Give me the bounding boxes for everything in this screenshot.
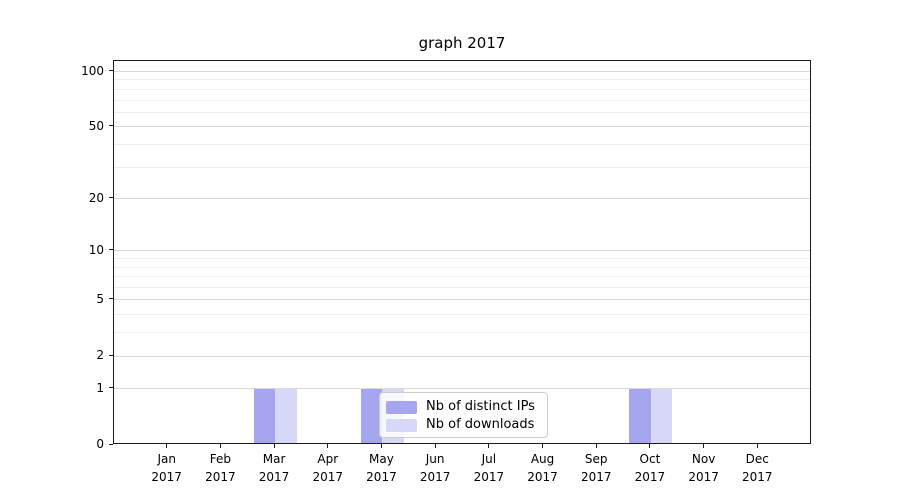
x-tick-month: Nov bbox=[691, 452, 716, 466]
bar-downloads-oct bbox=[650, 388, 673, 443]
x-tick-label: Sep 2017 bbox=[569, 450, 623, 486]
chart-title: graph 2017 bbox=[418, 34, 506, 52]
x-tick-year: 2017 bbox=[634, 470, 666, 484]
x-tick-label: May 2017 bbox=[354, 450, 408, 486]
x-tick-month: Sep bbox=[584, 452, 608, 466]
major-gridline bbox=[114, 355, 810, 357]
minor-gridline bbox=[114, 314, 810, 316]
x-tick-mark bbox=[219, 444, 221, 448]
x-tick-year: 2017 bbox=[151, 470, 182, 484]
x-tick-year: 2017 bbox=[258, 470, 290, 484]
legend-label-distinct-ips: Nb of distinct IPs bbox=[426, 399, 535, 414]
minor-gridline bbox=[114, 258, 810, 260]
y-tick-label: 20 bbox=[88, 190, 104, 205]
y-tick-label: 2 bbox=[96, 348, 104, 363]
x-tick-label: Apr 2017 bbox=[301, 450, 355, 486]
major-gridline bbox=[114, 126, 810, 128]
x-tick-mark bbox=[380, 444, 382, 448]
x-tick-year: 2017 bbox=[473, 470, 505, 484]
legend-item-distinct-ips: Nb of distinct IPs bbox=[386, 398, 539, 416]
x-tick-label: Jun 2017 bbox=[408, 450, 462, 486]
major-gridline bbox=[114, 250, 810, 252]
x-tick-label: Jan 2017 bbox=[140, 450, 194, 486]
minor-gridline bbox=[114, 287, 810, 289]
y-tick-label: 50 bbox=[88, 118, 104, 133]
minor-gridline bbox=[114, 332, 810, 334]
x-tick-label: Mar 2017 bbox=[247, 450, 301, 486]
legend-label-downloads: Nb of downloads bbox=[426, 417, 535, 432]
legend-swatch-distinct-ips-icon bbox=[386, 400, 417, 414]
major-gridline bbox=[114, 388, 810, 390]
x-tick-label: Jul 2017 bbox=[462, 450, 516, 486]
y-tick-mark bbox=[109, 354, 113, 356]
minor-gridline bbox=[114, 276, 810, 278]
y-tick-mark bbox=[109, 125, 113, 127]
y-tick-label: 5 bbox=[96, 291, 104, 306]
y-tick-label: 0 bbox=[96, 437, 104, 451]
x-tick-mark bbox=[756, 444, 758, 448]
x-tick-month: Apr bbox=[317, 452, 339, 466]
minor-gridline bbox=[114, 79, 810, 81]
minor-gridline bbox=[114, 111, 810, 113]
x-tick-year: 2017 bbox=[688, 470, 719, 484]
x-tick-mark bbox=[327, 444, 329, 448]
x-tick-mark bbox=[434, 444, 436, 448]
y-tick-mark bbox=[109, 197, 113, 199]
plot-area: Nb of distinct IPs Nb of downloads bbox=[113, 60, 811, 444]
major-gridline bbox=[114, 299, 810, 301]
x-tick-year: 2017 bbox=[312, 470, 344, 484]
x-tick-month: Aug bbox=[530, 452, 555, 466]
x-tick-label: Nov 2017 bbox=[677, 450, 731, 486]
legend-swatch-downloads-icon bbox=[386, 418, 417, 432]
x-tick-year: 2017 bbox=[580, 470, 612, 484]
x-tick-month: May bbox=[369, 452, 394, 466]
bar-distinct-ips-may bbox=[360, 388, 383, 443]
legend: Nb of distinct IPs Nb of downloads bbox=[379, 392, 548, 438]
x-tick-year: 2017 bbox=[527, 470, 558, 484]
x-tick-year: 2017 bbox=[366, 470, 397, 484]
y-tick-mark bbox=[109, 387, 113, 389]
x-tick-mark bbox=[703, 444, 705, 448]
minor-gridline bbox=[114, 166, 810, 168]
major-gridline bbox=[114, 198, 810, 200]
minor-gridline bbox=[114, 143, 810, 145]
x-tick-label: Dec 2017 bbox=[730, 450, 784, 486]
x-tick-month: Jun bbox=[425, 452, 445, 466]
x-tick-month: Oct bbox=[639, 452, 661, 466]
bar-downloads-mar bbox=[275, 388, 297, 443]
x-tick-month: Jan bbox=[157, 452, 176, 466]
minor-gridline bbox=[114, 266, 810, 268]
y-tick-label: 1 bbox=[96, 380, 104, 395]
x-tick-mark bbox=[649, 444, 651, 448]
y-tick-mark bbox=[109, 443, 113, 445]
x-tick-label: Oct 2017 bbox=[623, 450, 677, 486]
bar-distinct-ips-mar bbox=[253, 388, 276, 443]
minor-gridline bbox=[114, 99, 810, 101]
minor-gridline bbox=[114, 88, 810, 90]
x-tick-mark bbox=[595, 444, 597, 448]
x-tick-year: 2017 bbox=[742, 470, 773, 484]
x-tick-mark bbox=[542, 444, 544, 448]
x-tick-mark bbox=[166, 444, 168, 448]
y-tick-mark bbox=[109, 249, 113, 251]
y-tick-mark bbox=[109, 298, 113, 300]
x-tick-month: Feb bbox=[209, 452, 231, 466]
x-tick-mark bbox=[488, 444, 490, 448]
x-tick-label: Feb 2017 bbox=[193, 450, 247, 486]
bar-distinct-ips-oct bbox=[629, 388, 651, 443]
legend-item-downloads: Nb of downloads bbox=[386, 416, 539, 434]
y-tick-label: 100 bbox=[81, 63, 104, 78]
x-tick-month: Mar bbox=[262, 452, 286, 466]
y-tick-label: 10 bbox=[88, 242, 104, 257]
x-tick-year: 2017 bbox=[205, 470, 236, 484]
x-tick-year: 2017 bbox=[419, 470, 451, 484]
major-gridline bbox=[114, 71, 810, 72]
x-tick-label: Aug 2017 bbox=[516, 450, 570, 486]
x-tick-mark bbox=[273, 444, 275, 448]
x-tick-month: Dec bbox=[745, 452, 769, 466]
y-tick-mark bbox=[109, 70, 113, 71]
x-tick-month: Jul bbox=[481, 452, 497, 466]
